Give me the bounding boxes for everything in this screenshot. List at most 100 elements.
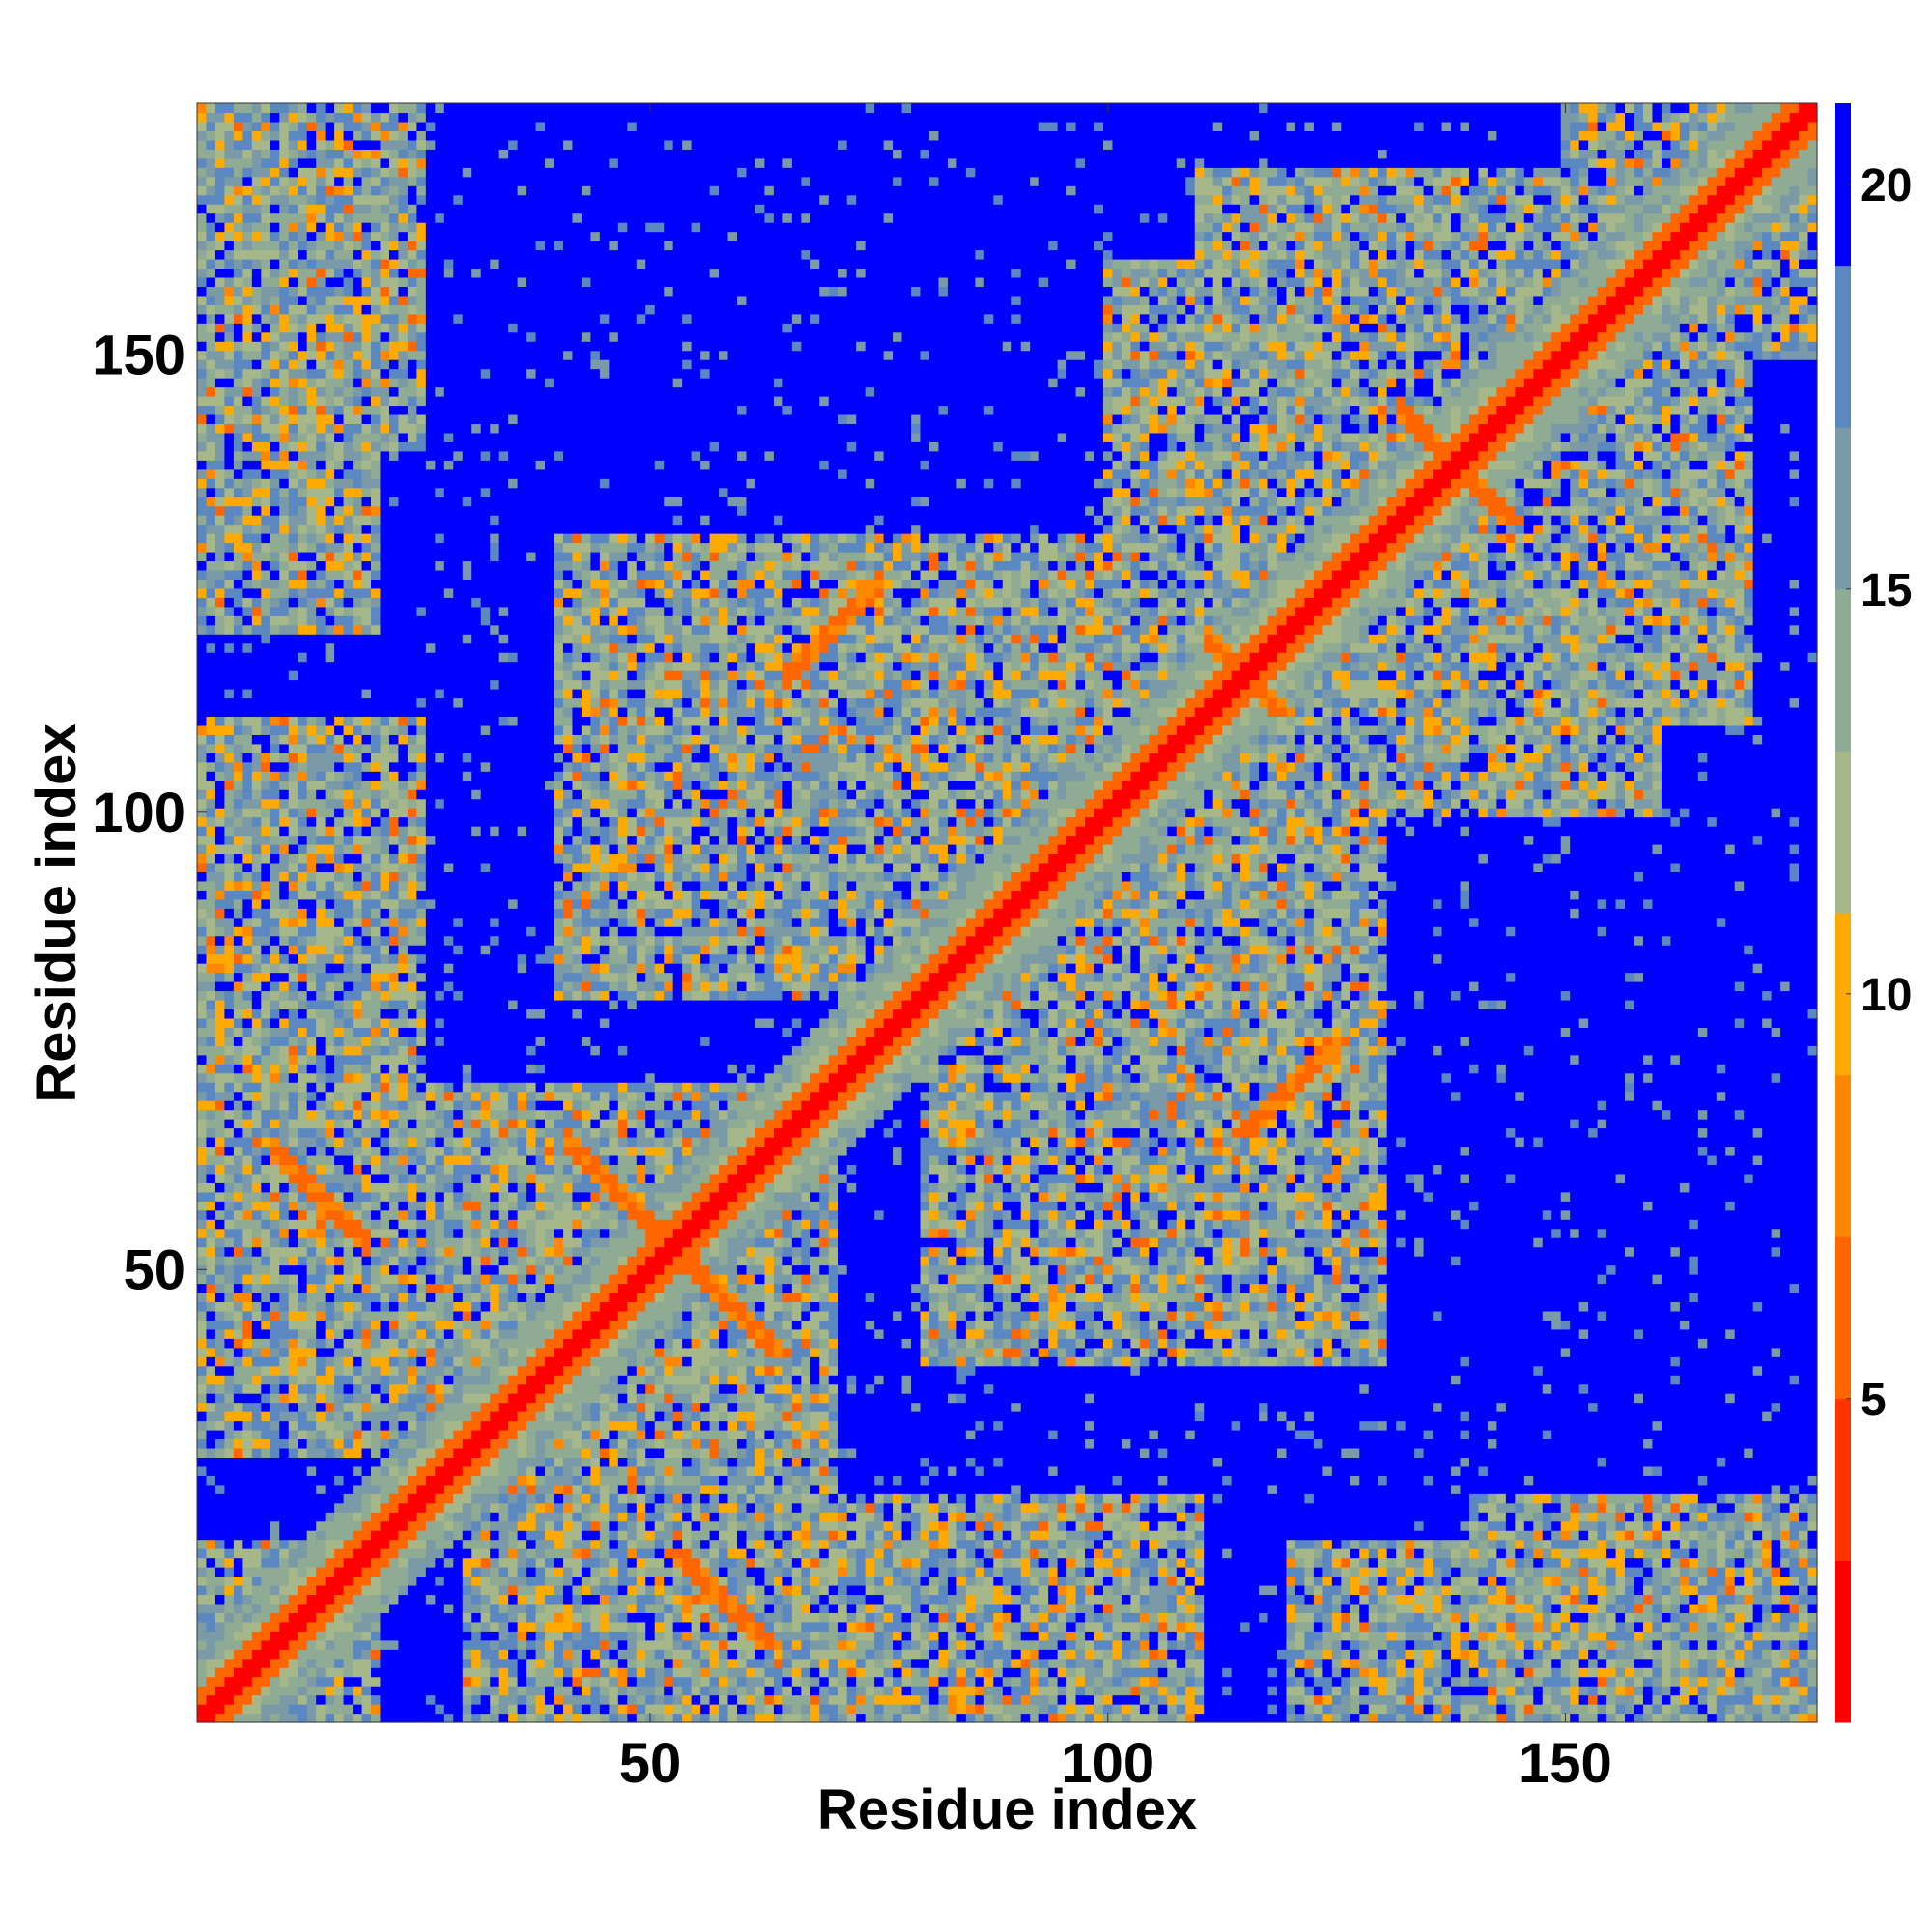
heatmap-cell: [453, 1548, 463, 1558]
heatmap-cell: [435, 1622, 444, 1632]
heatmap-cell: [344, 1000, 354, 1009]
heatmap-cell: [380, 789, 389, 799]
heatmap-cell: [261, 387, 270, 397]
heatmap-cell: [270, 744, 280, 753]
heatmap-cell: [353, 533, 362, 543]
heatmap-cell: [224, 314, 234, 324]
heatmap-cell: [416, 1594, 426, 1604]
heatmap-cell: [353, 1000, 362, 1009]
heatmap-cell: [279, 103, 289, 113]
heatmap-cell: [307, 103, 317, 113]
heatmap-cell: [398, 1585, 408, 1595]
heatmap-cell: [206, 1164, 215, 1174]
heatmap-cell: [416, 277, 426, 287]
heatmap-cell: [344, 908, 354, 918]
heatmap-cell: [206, 1073, 215, 1083]
heatmap-cell: [435, 552, 444, 561]
heatmap-cell: [435, 543, 444, 553]
heatmap-cell: [416, 1585, 426, 1595]
heatmap-cell: [426, 213, 436, 223]
heatmap-cell: [215, 1485, 225, 1494]
heatmap-cell: [298, 1073, 307, 1083]
heatmap-cell: [215, 140, 225, 150]
heatmap-cell: [444, 853, 454, 863]
heatmap-cell: [435, 808, 444, 817]
heatmap-cell: [353, 1540, 362, 1549]
heatmap-cell: [435, 405, 444, 414]
heatmap-cell: [224, 570, 234, 580]
heatmap-cell: [206, 277, 215, 287]
heatmap-cell: [353, 1064, 362, 1073]
heatmap-cell: [206, 844, 215, 854]
heatmap-cell: [261, 1045, 270, 1055]
heatmap-cell: [215, 570, 225, 580]
heatmap-cell: [261, 689, 270, 698]
heatmap-cell: [371, 662, 381, 671]
heatmap-cell: [242, 597, 252, 607]
heatmap-cell: [398, 1311, 408, 1321]
heatmap-cell: [371, 1137, 381, 1147]
heatmap-cell: [242, 973, 252, 982]
heatmap-cell: [334, 771, 344, 781]
heatmap-cell: [398, 103, 408, 113]
heatmap-cell: [252, 1164, 262, 1174]
heatmap-cell: [289, 1430, 298, 1439]
heatmap-cell: [298, 762, 307, 772]
heatmap-cell: [215, 1393, 225, 1403]
heatmap-cell: [353, 314, 362, 324]
heatmap-cell: [279, 1567, 289, 1577]
heatmap-cell: [252, 680, 262, 690]
heatmap-cell: [416, 836, 426, 845]
heatmap-cell: [426, 323, 436, 332]
heatmap-cell: [408, 1530, 417, 1540]
heatmap-cell: [435, 954, 444, 964]
heatmap-cell: [242, 1475, 252, 1485]
heatmap-cell: [298, 1192, 307, 1202]
heatmap-cell: [326, 1064, 335, 1073]
heatmap-cell: [252, 423, 262, 433]
heatmap-cell: [435, 734, 444, 744]
heatmap-cell: [316, 222, 326, 232]
heatmap-cell: [334, 1438, 344, 1448]
heatmap-cell: [326, 1027, 335, 1037]
heatmap-cell: [416, 670, 426, 680]
heatmap-cell: [234, 423, 243, 433]
heatmap-cell: [353, 1356, 362, 1366]
heatmap-cell: [279, 304, 289, 314]
heatmap-cell: [261, 1329, 270, 1339]
heatmap-cell: [398, 1512, 408, 1521]
heatmap-cell: [224, 387, 234, 397]
heatmap-cell: [298, 817, 307, 827]
heatmap-cell: [215, 469, 225, 479]
heatmap-cell: [371, 908, 381, 918]
heatmap-cell: [298, 707, 307, 717]
heatmap-cell: [197, 277, 207, 287]
heatmap-cell: [353, 1384, 362, 1394]
heatmap-cell: [279, 707, 289, 717]
heatmap-cell: [435, 853, 444, 863]
heatmap-cell: [416, 1577, 426, 1586]
heatmap-cell: [224, 213, 234, 223]
heatmap-cell: [326, 1512, 335, 1521]
heatmap-cell: [426, 543, 436, 553]
heatmap-cell: [353, 808, 362, 817]
heatmap-cell: [444, 1283, 454, 1293]
heatmap-cell: [316, 1027, 326, 1037]
heatmap-cell: [334, 405, 344, 414]
heatmap-cell: [426, 268, 436, 277]
heatmap-cell: [252, 579, 262, 588]
heatmap-cell: [224, 195, 234, 205]
heatmap-cell: [353, 1137, 362, 1147]
heatmap-cell: [380, 1604, 389, 1613]
heatmap-cell: [252, 936, 262, 946]
heatmap-cell: [362, 167, 372, 177]
heatmap-cell: [371, 954, 381, 964]
heatmap-cell: [334, 853, 344, 863]
heatmap-cell: [416, 296, 426, 305]
heatmap-cell: [408, 1384, 417, 1394]
heatmap-cell: [279, 1622, 289, 1632]
heatmap-cell: [234, 789, 243, 799]
heatmap-cell: [316, 488, 326, 497]
heatmap-cell: [224, 167, 234, 177]
heatmap-cell: [408, 1577, 417, 1586]
